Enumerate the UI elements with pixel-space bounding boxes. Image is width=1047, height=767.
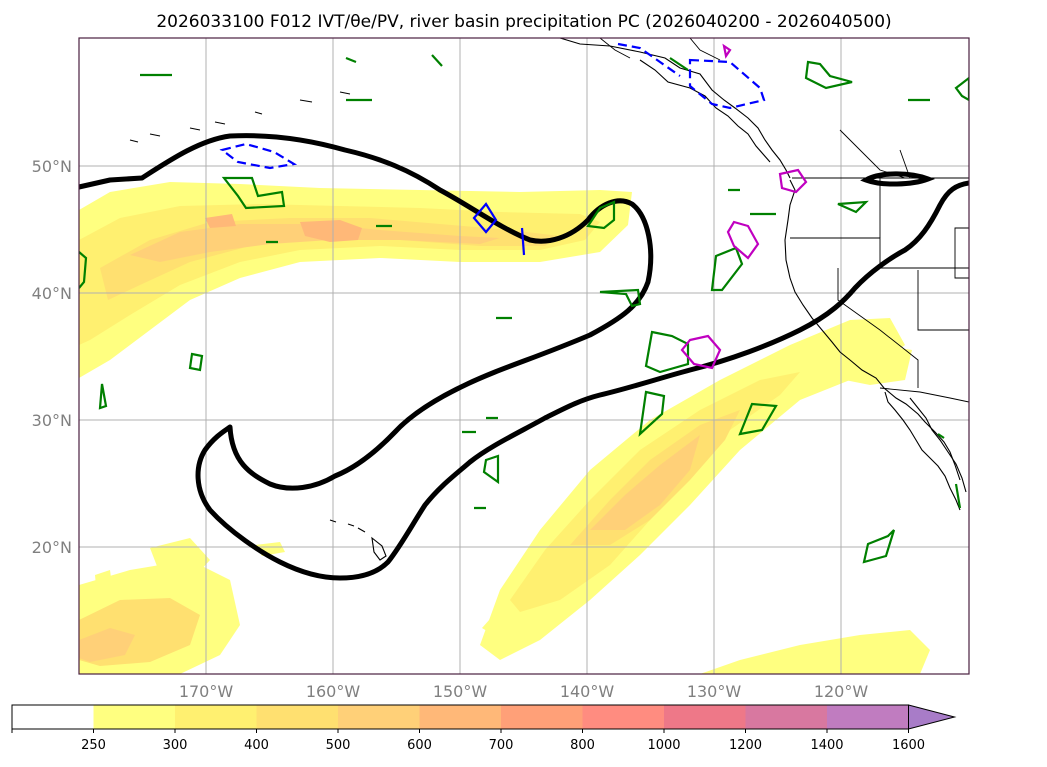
lon-label-140w: 140°W [560,682,615,701]
theta-e-16 [140,54,962,510]
ivt-patch-southedge [700,630,930,674]
pv-contour-layer [79,133,969,581]
theta-e-2 [586,200,616,230]
lat-label-30n: 30°N [32,411,72,430]
ivt-plume-south-500 [590,435,700,530]
theta-e-contour-layer [79,54,969,564]
colorbar-swatch [338,705,420,729]
ivt-plume-north-500 [130,224,500,262]
magenta-4 [722,43,732,59]
colorbar-swatch [827,705,909,729]
colorbar-swatch [419,705,502,729]
graticule [79,38,969,674]
hawaii-islands [329,519,387,561]
theta-e-11 [79,251,88,289]
colorbar-swatch [501,705,583,729]
theta-e-1 [221,176,286,210]
colorbar-frame [11,704,909,730]
blue-dashed-1 [219,142,298,170]
colorbar-swatch [93,705,176,729]
lon-label-120w: 120°W [814,682,869,701]
colorbar-tick-label: 500 [326,738,351,753]
coast-west-us [784,179,961,481]
coast-baja [884,391,961,511]
magenta-2 [726,220,760,260]
colorbar-tick-label: 300 [163,738,188,753]
coast-alaska-bc [559,38,791,179]
lon-label-150w: 150°W [433,682,488,701]
lat-labels: 50°N 40°N 30°N 20°N [32,157,72,557]
colorbar-extend-arrow [908,704,957,730]
ivt-plume-north-600 [300,220,362,242]
magenta-1 [680,334,722,370]
colorbar-tick-label: 1600 [892,738,925,753]
pv-contour-main [79,133,969,581]
colorbar-tick-label: 250 [81,738,106,753]
colorbar-swatch [582,705,665,729]
pv-contour-small [860,171,936,187]
ivt-patch-small2 [95,570,112,586]
colorbar: 250 300 400 500 600 700 800 1000 1200 1400 1600 [11,704,957,753]
theta-e-13 [837,200,869,214]
theta-e-7 [482,454,500,485]
map-panel [78,37,970,675]
border-states-2 [837,178,919,388]
border-states-3 [917,227,969,331]
lon-labels: 170°W 160°W 150°W 140°W 130°W 120°W [179,682,869,701]
theta-e-6 [710,246,744,292]
aleutian-islands [129,91,351,143]
colorbar-tick-label: 700 [489,738,514,753]
theta-e-10 [954,76,969,102]
theta-e-15 [98,383,108,410]
blue-dashed-3 [617,42,681,77]
colorbar-tick-label: 400 [244,738,269,753]
colorbar-swatch [664,705,746,729]
figure-title: 2026033100 F012 IVT/θe/PV, river basin p… [156,12,891,32]
theta-e-3 [644,330,690,374]
blue-solid-2 [520,227,526,256]
ivt-patch-west-core [79,628,135,662]
colorbar-tick-label: 1200 [729,738,762,753]
ivt-plume-south-east [835,345,912,385]
ivt-plume-north-600b [205,214,236,228]
lat-label-20n: 20°N [32,538,72,557]
blue-dashed-2 [688,58,766,110]
border-states-1 [790,237,969,269]
lon-label-160w: 160°W [306,682,361,701]
blue-solid-1 [472,202,498,234]
colorbar-tick-label: 600 [407,738,432,753]
colorbar-tick-label: 1000 [647,738,680,753]
colorbar-swatches [12,705,909,729]
theta-e-8 [862,529,896,564]
lon-label-170w: 170°W [179,682,234,701]
ivt-patch-subtrop [150,538,210,582]
theta-e-14 [188,352,204,372]
coast-bc-islands [639,59,771,163]
colorbar-swatch [256,705,339,729]
magenta-3 [778,168,808,194]
border-us-mexico [879,387,969,403]
map-frame [78,37,970,675]
lat-label-50n: 50°N [32,157,72,176]
colorbar-ticks: 250 300 400 500 600 700 800 1000 1200 1400 1600 [11,729,925,753]
theta-e-12 [599,288,642,308]
colorbar-tick-label: 1400 [810,738,843,753]
theta-e-5 [738,402,778,436]
border-alaska-canada [599,38,721,61]
blue-contour-layer [219,42,766,256]
colorbar-tick-label: 800 [570,738,595,753]
theta-e-9 [804,60,853,90]
colorbar-swatch [745,705,828,729]
magenta-contour-layer [680,43,808,370]
ivt-fill-layer [79,182,930,674]
lon-label-130w: 130°W [687,682,742,701]
theta-e-4 [638,390,666,437]
ivt-patch-southwest [482,610,505,634]
coast-baja-east [909,397,967,493]
colorbar-swatch [175,705,257,729]
colorbar-swatch [12,705,94,729]
lat-label-40n: 40°N [32,284,72,303]
